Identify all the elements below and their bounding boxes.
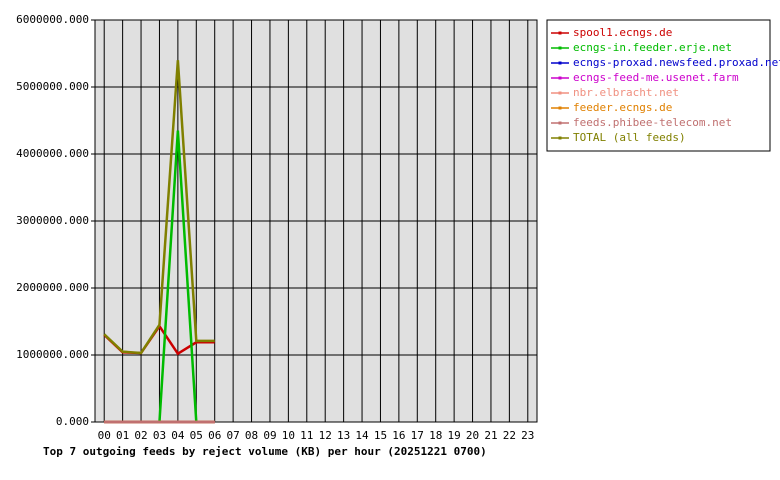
x-tick-label: 20 <box>466 429 479 442</box>
y-tick-label: 0.000 <box>56 415 89 428</box>
legend-marker <box>558 136 562 140</box>
legend-marker <box>558 31 562 35</box>
legend-marker <box>558 121 562 125</box>
x-tick-label: 15 <box>374 429 387 442</box>
x-tick-label: 00 <box>98 429 111 442</box>
x-tick-label: 13 <box>337 429 350 442</box>
series-line <box>103 60 215 355</box>
x-tick-label: 14 <box>355 429 369 442</box>
x-tick-label: 03 <box>153 429 166 442</box>
x-tick-label: 05 <box>190 429 203 442</box>
y-tick-label: 1000000.000 <box>16 348 89 361</box>
legend-label: ecngs-proxad.newsfeed.proxad.net <box>573 56 780 69</box>
x-tick-label: 02 <box>134 429 147 442</box>
legend-label: TOTAL (all feeds) <box>573 131 686 144</box>
y-tick-label: 4000000.000 <box>16 147 89 160</box>
x-tick-label: 04 <box>171 429 185 442</box>
x-tick-label: 18 <box>429 429 442 442</box>
legend-marker <box>558 61 562 65</box>
x-tick-label: 12 <box>319 429 332 442</box>
y-tick-label: 3000000.000 <box>16 214 89 227</box>
x-tick-label: 08 <box>245 429 258 442</box>
y-tick-label: 5000000.000 <box>16 80 89 93</box>
legend-label: nbr.elbracht.net <box>573 86 679 99</box>
legend-label: feeds.phibee-telecom.net <box>573 116 732 129</box>
chart-title: Top 7 outgoing feeds by reject volume (K… <box>43 445 487 458</box>
x-tick-label: 17 <box>411 429 424 442</box>
x-tick-label: 19 <box>448 429 461 442</box>
legend-label: feeder.ecngs.de <box>573 101 672 114</box>
x-tick-label: 22 <box>503 429 516 442</box>
x-tick-label: 06 <box>208 429 221 442</box>
x-tick-label: 23 <box>521 429 534 442</box>
legend-marker <box>558 46 562 50</box>
y-tick-label: 6000000.000 <box>16 13 89 26</box>
y-tick-label: 2000000.000 <box>16 281 89 294</box>
x-tick-label: 16 <box>392 429 405 442</box>
legend-label: ecngs-feed-me.usenet.farm <box>573 71 739 84</box>
legend-marker <box>558 106 562 110</box>
x-tick-label: 21 <box>484 429 497 442</box>
x-tick-label: 01 <box>116 429 129 442</box>
x-tick-label: 07 <box>227 429 240 442</box>
legend-label: spool1.ecngs.de <box>573 26 672 39</box>
legend-label: ecngs-in.feeder.erje.net <box>573 41 732 54</box>
legend-box <box>546 19 771 152</box>
legend-marker <box>558 91 562 95</box>
x-tick-label: 09 <box>263 429 276 442</box>
legend-marker <box>558 76 562 80</box>
x-tick-label: 10 <box>282 429 295 442</box>
x-tick-label: 11 <box>300 429 313 442</box>
